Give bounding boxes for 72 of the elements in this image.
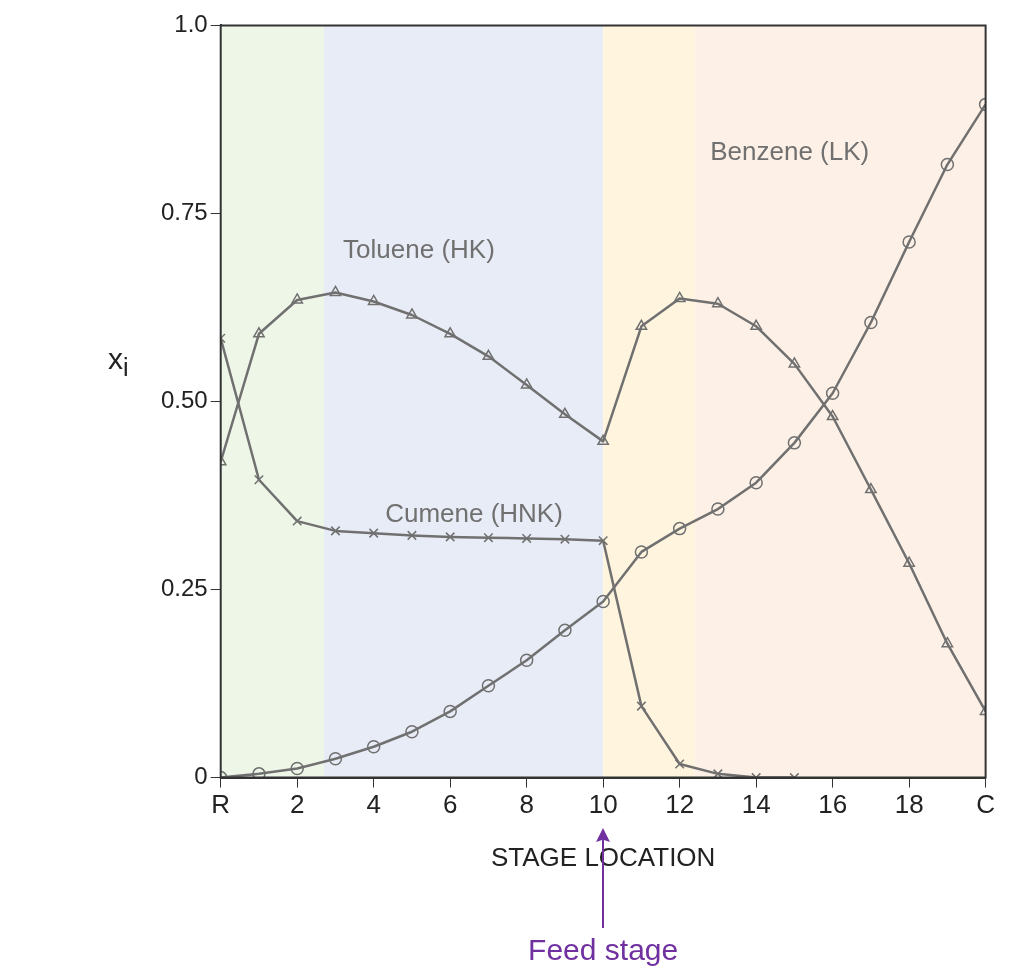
point xyxy=(864,315,878,330)
point xyxy=(636,701,647,712)
x-tick-label: 18 xyxy=(894,789,924,820)
point xyxy=(903,556,916,567)
x-tick-label: 6 xyxy=(442,789,458,820)
x-tick-label: 14 xyxy=(741,789,771,820)
point xyxy=(253,474,264,485)
point xyxy=(635,319,648,331)
point xyxy=(366,740,381,754)
series-label: Cumene (HNK) xyxy=(385,497,563,528)
point xyxy=(711,296,724,308)
x-tick-label: 10 xyxy=(588,789,618,820)
point xyxy=(864,482,877,494)
x-tick-label: 12 xyxy=(665,789,695,820)
point xyxy=(367,294,380,306)
point xyxy=(405,308,418,319)
point xyxy=(445,531,456,542)
point xyxy=(941,636,954,648)
point xyxy=(443,704,457,719)
point xyxy=(826,409,839,421)
point xyxy=(290,761,304,776)
point xyxy=(252,767,266,778)
point xyxy=(482,349,495,361)
point xyxy=(444,327,457,338)
point xyxy=(902,235,916,249)
x-tick-label: 8 xyxy=(519,789,534,820)
point xyxy=(598,535,609,546)
point xyxy=(750,319,763,331)
point xyxy=(596,594,610,609)
point xyxy=(674,759,685,770)
point xyxy=(788,357,801,368)
point xyxy=(368,528,379,539)
y-tick-label: 0.25 xyxy=(160,574,208,602)
y-tick-label: 0 xyxy=(194,762,208,790)
point xyxy=(253,327,265,338)
y-axis-title: x$_{i}$ xyxy=(108,341,129,382)
point xyxy=(521,533,532,544)
point xyxy=(406,530,417,541)
point xyxy=(825,386,840,400)
series-label: Toluene (HK) xyxy=(343,234,495,265)
y-tick-label: 0.75 xyxy=(160,198,208,226)
point xyxy=(328,752,343,766)
point xyxy=(329,285,342,297)
point xyxy=(787,436,802,450)
point xyxy=(292,516,303,527)
x-tick-label: 2 xyxy=(289,789,305,820)
x-tick-label: 4 xyxy=(366,789,381,820)
text: Feed stage xyxy=(527,932,680,967)
x-tick-label: R xyxy=(211,789,231,820)
y-tick-label: 0.50 xyxy=(160,386,208,414)
text: Benzene (LK) xyxy=(710,136,870,167)
point xyxy=(712,768,723,778)
point xyxy=(519,653,534,668)
point xyxy=(749,475,763,490)
point xyxy=(291,293,304,304)
x-tick-label: 16 xyxy=(818,789,848,820)
point xyxy=(558,623,572,637)
point xyxy=(483,532,494,543)
point xyxy=(481,679,496,693)
point xyxy=(559,534,570,545)
point xyxy=(940,157,955,172)
point xyxy=(405,724,419,739)
point xyxy=(673,291,686,303)
point xyxy=(558,407,571,419)
y-tick-label: 1.0 xyxy=(174,10,208,38)
point xyxy=(672,521,687,536)
point xyxy=(711,502,725,516)
point xyxy=(520,378,533,389)
x-tick-label: C xyxy=(976,789,995,820)
point xyxy=(634,545,649,559)
point xyxy=(330,525,341,536)
point xyxy=(597,434,610,446)
